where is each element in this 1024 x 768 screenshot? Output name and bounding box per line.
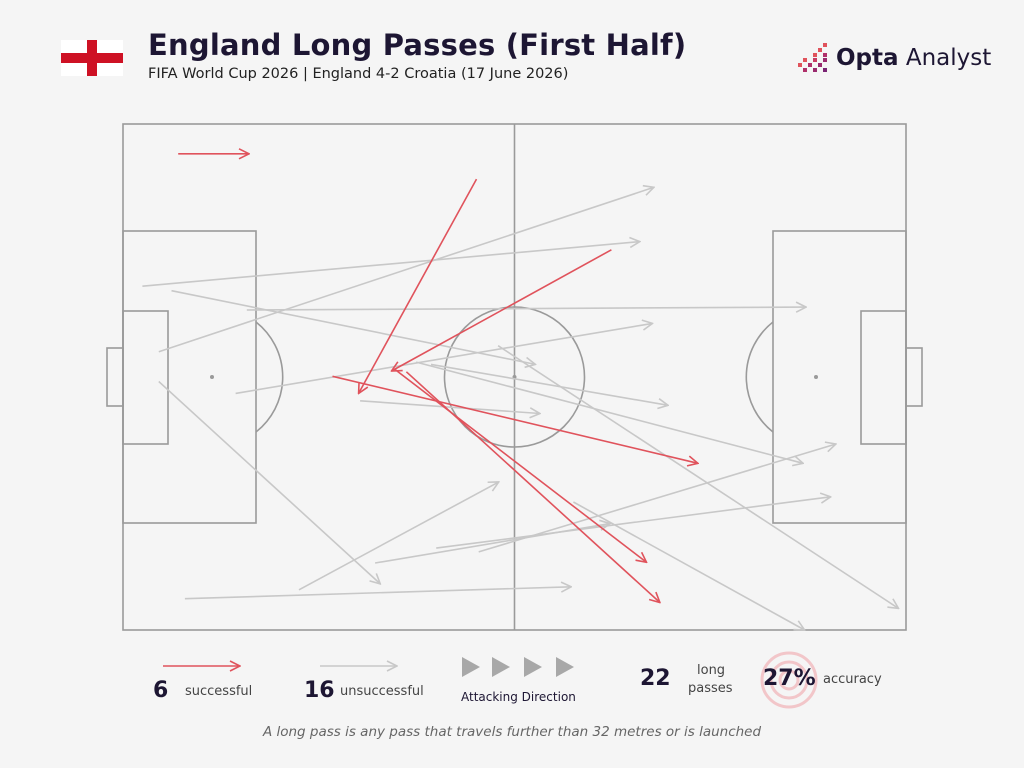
left-penalty-spot <box>210 375 214 379</box>
successful-pass-arrow-4 <box>332 375 698 463</box>
accuracy-target-icon <box>760 651 818 709</box>
right-penalty-arc <box>745 321 774 433</box>
unsuccessful-pass-arrow-16 <box>478 444 836 553</box>
unsuccessful-pass-arrow-14 <box>298 482 499 591</box>
unsuccessful-pass-arrow-21 <box>436 497 831 549</box>
attacking-direction-icon <box>462 657 574 677</box>
unsuccessful-pass-arrow-13 <box>184 587 571 600</box>
successful-pass-arrow-5 <box>394 368 646 563</box>
total-passes-label-line1: long <box>697 663 726 678</box>
brand-name: Opta Analyst <box>836 45 991 71</box>
right-penalty-box <box>772 230 907 524</box>
unsuccessful-count: 16 <box>304 678 335 703</box>
pitch-markings <box>106 123 923 631</box>
left-penalty-box <box>122 230 257 524</box>
right-penalty-spot <box>814 375 818 379</box>
successful-passes <box>178 154 698 603</box>
unsuccessful-passes <box>142 187 898 630</box>
unsuccessful-pass-arrow-19 <box>415 361 803 463</box>
successful-count: 6 <box>153 678 169 703</box>
brand-name-rest: Analyst <box>898 45 992 71</box>
unsuccessful-pass-arrow-18 <box>497 345 898 609</box>
unsuccessful-pass-arrow-10 <box>235 323 653 395</box>
successful-label: successful <box>185 684 253 699</box>
successful-pass-arrow-6 <box>405 371 660 603</box>
centre-circle <box>443 306 586 448</box>
total-passes-label-line2: passes <box>688 681 733 696</box>
right-goal <box>905 347 923 407</box>
page-subtitle: FIFA World Cup 2026 | England 4-2 Croati… <box>148 66 569 82</box>
brand-logo: Opta Analyst <box>798 40 991 76</box>
unsuccessful-pass-arrow-17 <box>430 363 668 405</box>
footnote: A long pass is any pass that travels fur… <box>262 724 762 740</box>
unsuccessful-pass-arrow-20 <box>360 400 540 414</box>
unsuccessful-pass-arrow-8 <box>171 289 536 365</box>
attacking-direction-label: Attacking Direction <box>461 690 576 704</box>
unsuccessful-pass-arrow-7 <box>158 187 654 353</box>
opta-logo-icon <box>798 43 827 72</box>
unsuccessful-pass-arrow-11 <box>158 380 380 584</box>
page-title: England Long Passes (First Half) <box>148 28 687 62</box>
unsuccessful-pass-arrow-12 <box>142 242 639 287</box>
unsuccessful-pass-arrow-22 <box>573 501 804 630</box>
right-six-yard-box <box>860 310 907 445</box>
successful-pass-arrow-2 <box>359 178 478 393</box>
successful-pass-arrow-3 <box>392 249 612 371</box>
accuracy-label: accuracy <box>823 672 882 687</box>
total-passes-count: 22 <box>640 666 671 691</box>
left-goal <box>106 347 124 407</box>
left-penalty-arc <box>255 321 284 433</box>
unsuccessful-label: unsuccessful <box>340 684 424 699</box>
unsuccessful-pass-arrow-9 <box>246 307 806 310</box>
brand-name-bold: Opta <box>836 45 899 71</box>
left-six-yard-box <box>122 310 169 445</box>
england-flag-icon <box>61 40 123 76</box>
accuracy-value: 27% <box>763 666 816 691</box>
